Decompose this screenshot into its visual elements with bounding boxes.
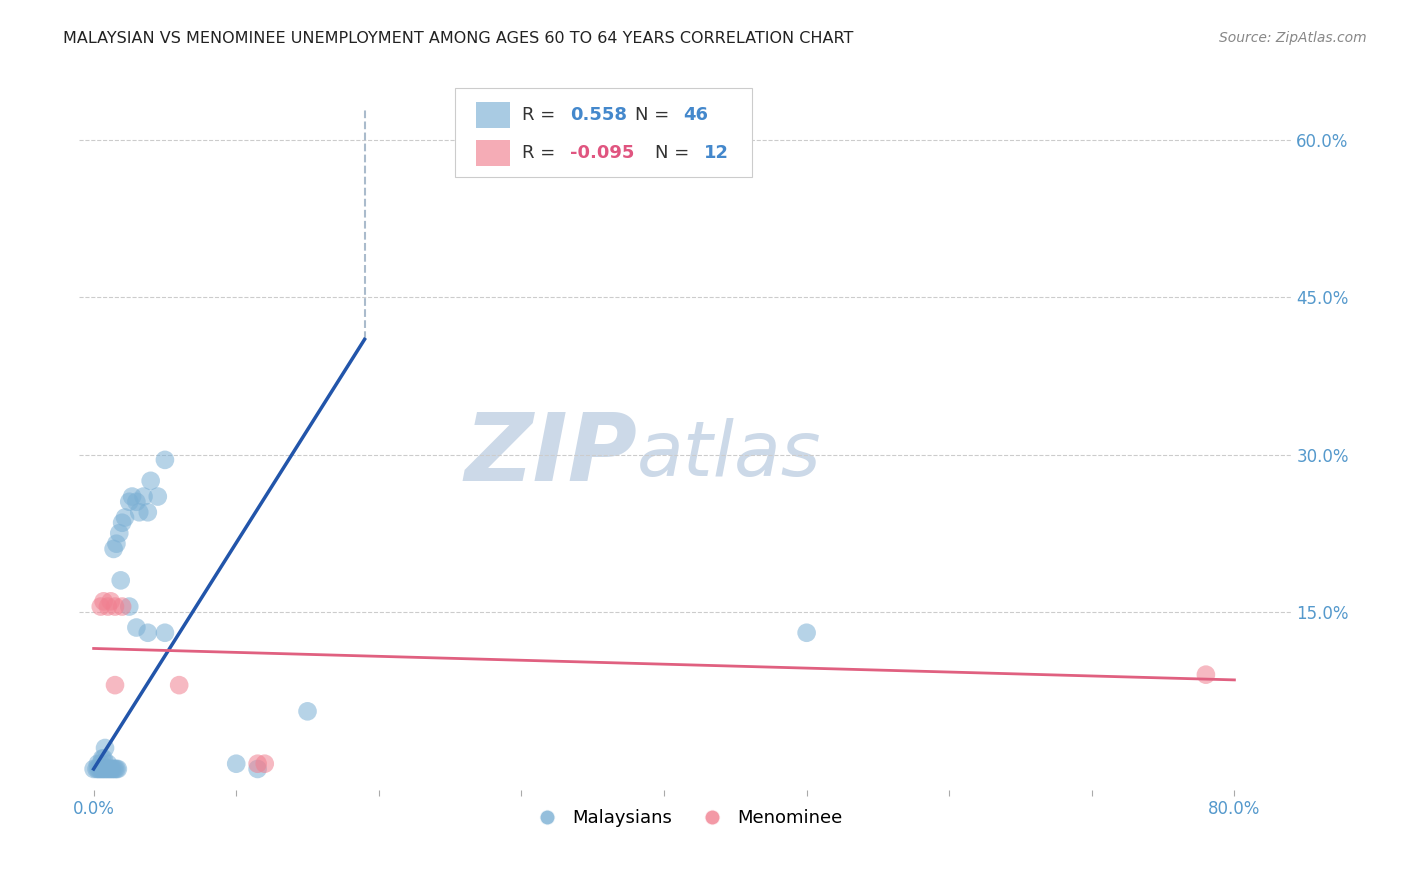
- Point: [139, 474, 162, 488]
- Point: [128, 505, 150, 519]
- Text: Source: ZipAtlas.com: Source: ZipAtlas.com: [1219, 31, 1367, 45]
- Text: ZIP: ZIP: [464, 409, 637, 501]
- Point: [246, 762, 269, 776]
- Point: [104, 599, 127, 614]
- Point: [90, 756, 112, 771]
- Point: [146, 490, 169, 504]
- Point: [104, 678, 127, 692]
- Point: [96, 762, 118, 776]
- Point: [103, 541, 125, 556]
- Point: [94, 741, 117, 756]
- Point: [93, 762, 115, 776]
- Point: [83, 762, 105, 776]
- Point: [111, 516, 134, 530]
- Point: [153, 453, 176, 467]
- Point: [97, 756, 120, 771]
- Point: [167, 678, 190, 692]
- Point: [98, 762, 121, 776]
- Point: [114, 510, 136, 524]
- Point: [94, 762, 117, 776]
- Bar: [475, 102, 509, 128]
- Text: R =: R =: [522, 145, 561, 162]
- Point: [118, 495, 141, 509]
- Point: [153, 625, 176, 640]
- Text: R =: R =: [522, 105, 561, 124]
- Point: [100, 594, 122, 608]
- Point: [91, 762, 114, 776]
- Point: [89, 762, 111, 776]
- Point: [125, 495, 148, 509]
- Point: [105, 537, 128, 551]
- Point: [110, 574, 132, 588]
- Point: [136, 625, 159, 640]
- Point: [107, 762, 129, 776]
- Point: [91, 751, 114, 765]
- Bar: [475, 140, 509, 166]
- Text: N =: N =: [655, 145, 695, 162]
- Point: [101, 762, 124, 776]
- Point: [118, 599, 141, 614]
- Point: [111, 599, 134, 614]
- Point: [100, 762, 122, 776]
- Point: [108, 526, 131, 541]
- Point: [132, 490, 155, 504]
- Text: 0.558: 0.558: [571, 105, 627, 124]
- FancyBboxPatch shape: [456, 88, 752, 178]
- Point: [253, 756, 276, 771]
- Text: MALAYSIAN VS MENOMINEE UNEMPLOYMENT AMONG AGES 60 TO 64 YEARS CORRELATION CHART: MALAYSIAN VS MENOMINEE UNEMPLOYMENT AMON…: [63, 31, 853, 46]
- Point: [225, 756, 247, 771]
- Point: [87, 756, 110, 771]
- Point: [136, 505, 159, 519]
- Text: N =: N =: [634, 105, 675, 124]
- Point: [86, 762, 108, 776]
- Point: [125, 620, 148, 634]
- Text: atlas: atlas: [637, 418, 821, 492]
- Point: [246, 756, 269, 771]
- Point: [796, 625, 818, 640]
- Point: [90, 762, 112, 776]
- Point: [297, 704, 319, 718]
- Text: -0.095: -0.095: [571, 145, 634, 162]
- Legend: Malaysians, Menominee: Malaysians, Menominee: [522, 802, 849, 834]
- Point: [103, 762, 125, 776]
- Point: [93, 594, 115, 608]
- Point: [90, 599, 112, 614]
- Point: [97, 599, 120, 614]
- Point: [97, 762, 120, 776]
- Point: [93, 751, 115, 765]
- Text: 46: 46: [683, 105, 709, 124]
- Point: [121, 490, 143, 504]
- Point: [87, 762, 110, 776]
- Text: 12: 12: [703, 145, 728, 162]
- Point: [1195, 667, 1218, 681]
- Point: [104, 762, 127, 776]
- Point: [105, 762, 128, 776]
